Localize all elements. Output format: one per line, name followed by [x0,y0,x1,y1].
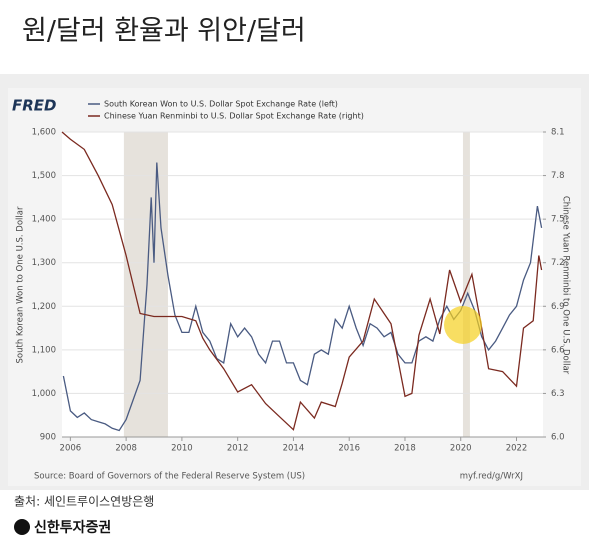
brand: 신한투자증권 [34,520,111,536]
y-tick-label: 1,200 [32,302,56,312]
legend-label: Chinese Yuan Renminbi to U.S. Dollar Spo… [104,112,364,121]
y2-tick-label: 8.1 [551,128,565,138]
y2-tick-label: 6.3 [551,389,565,399]
y2-tick-label: 6.9 [551,302,565,312]
y-tick-label: 1,400 [32,215,56,225]
x-tick-label: 2014 [283,444,305,454]
y-tick-label: 1,300 [32,258,56,268]
x-tick-label: 2008 [115,444,137,454]
x-tick-label: 2010 [171,444,193,454]
x-tick-label: 2022 [506,444,528,454]
x-tick-label: 2018 [394,444,416,454]
legend-label: South Korean Won to U.S. Dollar Spot Exc… [104,100,338,109]
y-tick-label: 900 [40,433,56,443]
recession-band [462,132,470,437]
y-tick-label: 1,100 [32,345,56,355]
y2-tick-label: 7.8 [551,171,565,181]
x-tick-label: 2012 [227,444,249,454]
brand-icon [14,519,30,535]
y2-axis-label: Chinese Yuan Renminbi to One U.S. Dollar [561,196,571,375]
slide-title: 원/달러 환율과 위안/달러 [22,16,306,47]
y-tick-label: 1,500 [32,171,56,181]
x-tick-label: 2016 [338,444,360,454]
fred-logo: FRED [12,97,57,115]
highlight [444,306,482,344]
y2-tick-label: 6.6 [551,345,565,355]
y-tick-label: 1,600 [32,128,56,138]
y-tick-label: 1,000 [32,389,56,399]
x-tick-label: 2020 [450,444,472,454]
x-tick-label: 2006 [60,444,82,454]
y2-tick-label: 6.0 [551,433,565,443]
chart-url: myf.red/g/WrXJ [460,472,523,482]
chart-source: Source: Board of Governors of the Federa… [34,472,305,482]
y-axis-label: South Korean Won to One U.S. Dollar [16,206,26,363]
recession-band [123,132,168,437]
slide-source: 출처: 세인트루이스연방은행 [14,494,154,509]
y2-tick-label: 7.2 [551,258,565,268]
y2-tick-label: 7.5 [551,215,565,225]
